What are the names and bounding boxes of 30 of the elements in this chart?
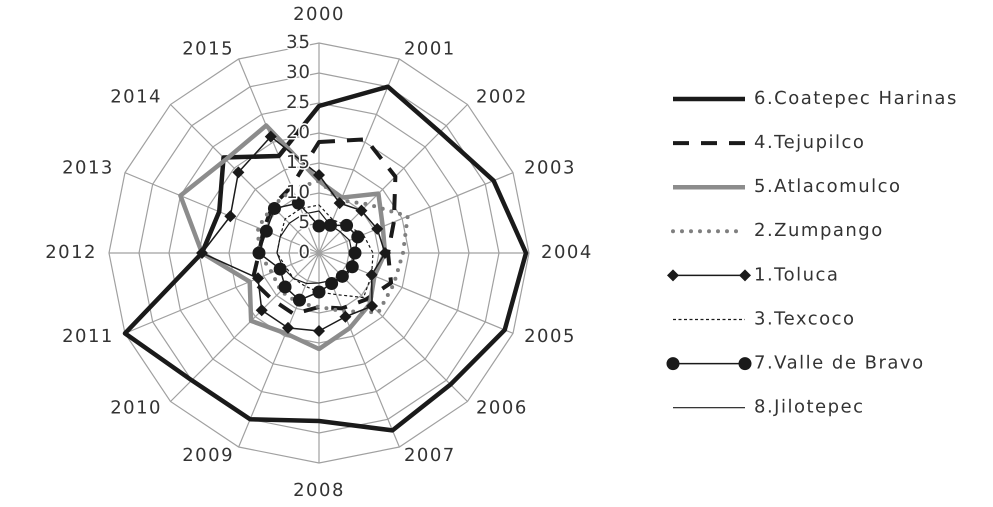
y-tick-label: 5 [298, 212, 311, 233]
y-tick-label: 10 [286, 182, 311, 203]
spoke-label: 2012 [45, 242, 97, 263]
spoke-label: 2013 [62, 158, 114, 179]
legend-label: 8.Jilotepec [754, 396, 865, 418]
y-tick-label: 0 [298, 242, 311, 263]
spoke-label: 2003 [524, 158, 576, 179]
spoke-label: 2009 [182, 445, 234, 466]
spoke-label: 2007 [404, 445, 456, 466]
spoke-label: 2000 [293, 4, 345, 25]
legend-label: 5.Atlacomulco [754, 176, 902, 198]
y-tick-label: 30 [286, 62, 311, 83]
spoke-label: 2001 [404, 38, 456, 60]
spoke-label: 2002 [476, 86, 528, 108]
spoke-label: 2008 [293, 480, 345, 501]
legend-label: 7.Valle de Bravo [754, 352, 925, 374]
spoke-label: 2010 [110, 397, 162, 418]
spoke-label: 2015 [182, 38, 234, 60]
legend-label: 4.Tejupilco [754, 132, 866, 154]
spoke-label: 2004 [541, 242, 593, 263]
y-tick-label: 25 [286, 92, 311, 113]
legend-label: 3.Texcoco [754, 308, 856, 330]
legend-label: 1.Toluca [754, 264, 840, 286]
legend-label: 2.Zumpango [754, 220, 884, 242]
y-tick-label: 35 [286, 32, 311, 53]
spoke-label: 2006 [476, 397, 528, 418]
spoke-label: 2011 [62, 326, 114, 348]
spoke-label: 2005 [524, 326, 576, 348]
legend-label: 6.Coatepec Harinas [754, 88, 958, 109]
spoke-label: 2014 [110, 86, 162, 108]
